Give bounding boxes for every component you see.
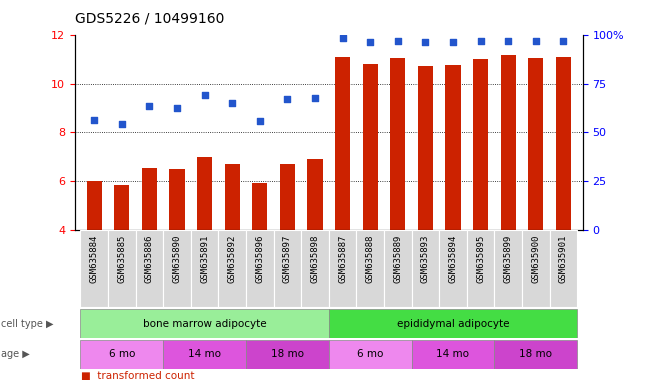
Point — [337, 35, 348, 41]
Text: age ▶: age ▶ — [1, 349, 30, 359]
Text: epididymal adipocyte: epididymal adipocyte — [396, 318, 509, 329]
Bar — [522, 230, 549, 307]
Point — [172, 105, 182, 111]
Point — [531, 38, 541, 44]
Point — [475, 38, 486, 44]
Point — [144, 103, 154, 109]
Text: 6 mo: 6 mo — [357, 349, 383, 359]
Bar — [218, 230, 246, 307]
Bar — [252, 183, 268, 230]
Text: GSM635900: GSM635900 — [531, 234, 540, 283]
Bar — [445, 65, 460, 230]
Point — [420, 39, 430, 45]
Point — [558, 38, 568, 44]
Bar — [473, 59, 488, 230]
Point — [503, 38, 514, 44]
Bar — [439, 230, 467, 307]
Bar — [80, 230, 108, 307]
Text: GSM635901: GSM635901 — [559, 234, 568, 283]
Bar — [384, 230, 411, 307]
Bar — [501, 55, 516, 230]
Bar — [108, 230, 135, 307]
Bar — [329, 340, 411, 369]
Bar — [225, 164, 240, 230]
Bar — [528, 58, 544, 230]
Bar — [135, 230, 163, 307]
Bar — [246, 340, 329, 369]
Bar — [163, 230, 191, 307]
Bar — [329, 230, 356, 307]
Text: GDS5226 / 10499160: GDS5226 / 10499160 — [75, 12, 224, 25]
Text: GSM635888: GSM635888 — [366, 234, 374, 283]
Text: GSM635885: GSM635885 — [117, 234, 126, 283]
Bar — [87, 182, 102, 230]
Point — [117, 121, 127, 127]
Bar — [307, 159, 322, 230]
Text: cell type ▶: cell type ▶ — [1, 318, 54, 329]
Bar — [494, 230, 522, 307]
Text: GSM635893: GSM635893 — [421, 234, 430, 283]
Bar — [556, 56, 571, 230]
Bar — [363, 64, 378, 230]
Text: GSM635884: GSM635884 — [90, 234, 99, 283]
Bar — [163, 340, 246, 369]
Bar — [191, 230, 218, 307]
Bar — [356, 230, 384, 307]
Text: GSM635897: GSM635897 — [283, 234, 292, 283]
Text: 14 mo: 14 mo — [436, 349, 469, 359]
Bar — [335, 56, 350, 230]
Point — [89, 117, 100, 123]
Bar — [273, 230, 301, 307]
Text: 6 mo: 6 mo — [109, 349, 135, 359]
Bar — [246, 230, 273, 307]
Bar — [549, 230, 577, 307]
Text: 14 mo: 14 mo — [188, 349, 221, 359]
Text: 18 mo: 18 mo — [519, 349, 552, 359]
Text: GSM635889: GSM635889 — [393, 234, 402, 283]
Bar — [197, 157, 212, 230]
Text: GSM635894: GSM635894 — [449, 234, 458, 283]
Bar — [114, 185, 130, 230]
Text: GSM635892: GSM635892 — [228, 234, 237, 283]
Text: GSM635895: GSM635895 — [476, 234, 485, 283]
Point — [227, 100, 238, 106]
Text: GSM635890: GSM635890 — [173, 234, 182, 283]
Bar — [169, 169, 185, 230]
Point — [199, 91, 210, 98]
Point — [365, 39, 376, 45]
Point — [310, 95, 320, 101]
Bar — [329, 309, 577, 338]
Bar — [301, 230, 329, 307]
Text: bone marrow adipocyte: bone marrow adipocyte — [143, 318, 266, 329]
Bar — [142, 168, 157, 230]
Text: GSM635887: GSM635887 — [338, 234, 347, 283]
Point — [282, 96, 292, 103]
Bar — [494, 340, 577, 369]
Bar — [467, 230, 494, 307]
Text: GSM635886: GSM635886 — [145, 234, 154, 283]
Text: 18 mo: 18 mo — [271, 349, 304, 359]
Bar — [80, 309, 329, 338]
Bar — [80, 340, 163, 369]
Text: GSM635898: GSM635898 — [311, 234, 320, 283]
Point — [255, 118, 265, 124]
Bar — [411, 340, 494, 369]
Point — [448, 39, 458, 45]
Point — [393, 38, 403, 44]
Bar — [411, 230, 439, 307]
Text: GSM635891: GSM635891 — [200, 234, 209, 283]
Text: GSM635896: GSM635896 — [255, 234, 264, 283]
Text: ■  transformed count: ■ transformed count — [81, 371, 195, 381]
Text: GSM635899: GSM635899 — [504, 234, 512, 283]
Bar — [280, 164, 295, 230]
Bar — [390, 58, 406, 230]
Bar — [418, 66, 433, 230]
